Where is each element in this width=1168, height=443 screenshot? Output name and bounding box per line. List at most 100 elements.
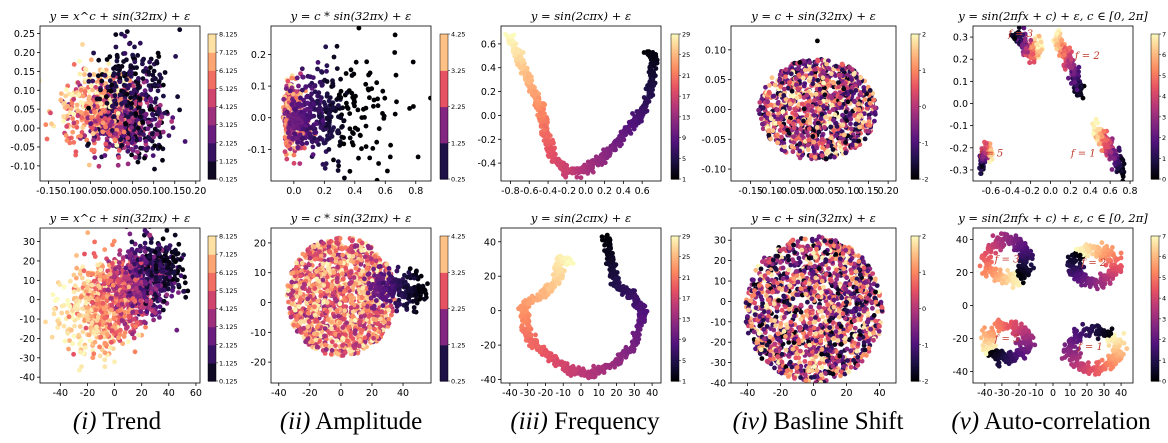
scatter-point [148, 87, 154, 93]
colorbar-segment [911, 94, 919, 98]
colorbar-segment [1151, 70, 1159, 74]
scatter-point [796, 72, 802, 78]
scatter-point [629, 118, 635, 124]
scatter-point [295, 140, 300, 145]
scatter-point [143, 111, 149, 117]
colorbar-segment [911, 159, 919, 163]
colorbar-tick-label: 6.125 [219, 67, 238, 75]
scatter-point [295, 145, 301, 151]
y-tick-label: 0.25 [14, 29, 35, 40]
colorbar: 4.253.252.251.250.25 [439, 31, 465, 184]
scatter-point [786, 119, 792, 125]
scatter-point [772, 82, 778, 88]
colorbar-segment [208, 160, 216, 180]
scatter-point [107, 78, 113, 84]
scatter-point [988, 147, 993, 153]
scatter-point [982, 146, 987, 152]
scatter-point [125, 141, 131, 146]
scatter-point [154, 60, 160, 66]
colorbar-segment [671, 89, 679, 93]
y-tick-label: 0.20 [14, 48, 35, 59]
colorbar-tick-label: 2.25 [451, 103, 465, 111]
chart-title: y = sin(2cπx) + ε [530, 9, 631, 23]
scatter-point [842, 132, 847, 138]
scatter-point [131, 87, 137, 93]
scatter-point [638, 113, 644, 119]
scatter-point [290, 135, 296, 141]
scatter-point [331, 157, 336, 163]
colorbar-tick-label: 7 [1162, 31, 1166, 39]
colorbar-segment [911, 55, 919, 59]
scatter-point [1054, 30, 1060, 36]
scatter-point [58, 91, 64, 96]
scatter-point [840, 112, 845, 118]
scatter-point [296, 83, 301, 89]
scatter-point [146, 69, 151, 75]
scatter-point [312, 83, 318, 88]
scatter-point [336, 103, 341, 108]
scatter-point [103, 94, 109, 100]
scatter-point [787, 80, 792, 85]
x-tick-label: 0.05 [122, 186, 143, 197]
scatter-point [299, 114, 305, 119]
scatter-point [108, 88, 114, 94]
scatter-point [116, 148, 122, 153]
scatter-point [152, 166, 157, 172]
colorbar-tick-label: 1 [1162, 155, 1166, 163]
scatter-point [812, 154, 818, 160]
scatter-point [124, 29, 130, 34]
scatter-point [113, 32, 119, 37]
colorbar-frame [1150, 33, 1160, 180]
scatter-point [82, 89, 88, 94]
scatter-point [289, 102, 295, 107]
scatter-point [136, 76, 141, 81]
scatter-point [1068, 57, 1074, 62]
scatter-point [136, 155, 142, 161]
scatter-point [777, 77, 783, 82]
colorbar-segment [1151, 164, 1159, 168]
scatter-point [544, 147, 550, 153]
y-tick-label: 0.6 [481, 39, 496, 50]
scatter-point [152, 99, 158, 105]
scatter-point [113, 131, 119, 137]
colorbar-segment [1151, 135, 1159, 139]
scatter-point [838, 135, 843, 141]
scatter-point [122, 33, 128, 39]
scatter-point [456, 78, 461, 83]
scatter-point [80, 93, 86, 99]
colorbar-segment [671, 145, 679, 149]
scatter-point [1074, 87, 1080, 93]
colorbar-segment [671, 133, 679, 137]
colorbar-segment [911, 125, 919, 129]
scatter-point [856, 101, 861, 107]
scatter-point [102, 73, 108, 78]
scatter-point [343, 71, 349, 76]
scatter-point [833, 63, 839, 69]
scatter-point [299, 102, 305, 108]
scatter-point [311, 113, 317, 119]
colorbar-segment [1151, 125, 1159, 129]
colorbar-segment [911, 41, 919, 45]
y-tick-label: 0.00 [705, 105, 726, 116]
scatter-point [177, 107, 183, 113]
scatter-point [831, 80, 837, 86]
scatter-point [858, 112, 864, 118]
colorbar-segment [671, 130, 679, 134]
scatter-point [795, 86, 801, 92]
scatter-point [129, 111, 134, 116]
colorbar-segment [1151, 128, 1159, 132]
colorbar-segment [671, 157, 679, 161]
colorbar-segment [911, 77, 919, 81]
scatter-point [84, 119, 90, 125]
colorbar-segment [671, 118, 679, 122]
scatter-point [175, 94, 181, 100]
y-tick-label: -0.2 [949, 143, 968, 154]
colorbar-segment [1151, 55, 1159, 59]
scatter-point [538, 110, 543, 116]
scatter-point [347, 111, 353, 116]
scatter-point [511, 42, 517, 48]
scatter-point [113, 101, 119, 107]
scatter-point [563, 174, 569, 180]
scatter-point [1117, 148, 1122, 154]
y-tick-label: -0.1 [247, 145, 266, 156]
